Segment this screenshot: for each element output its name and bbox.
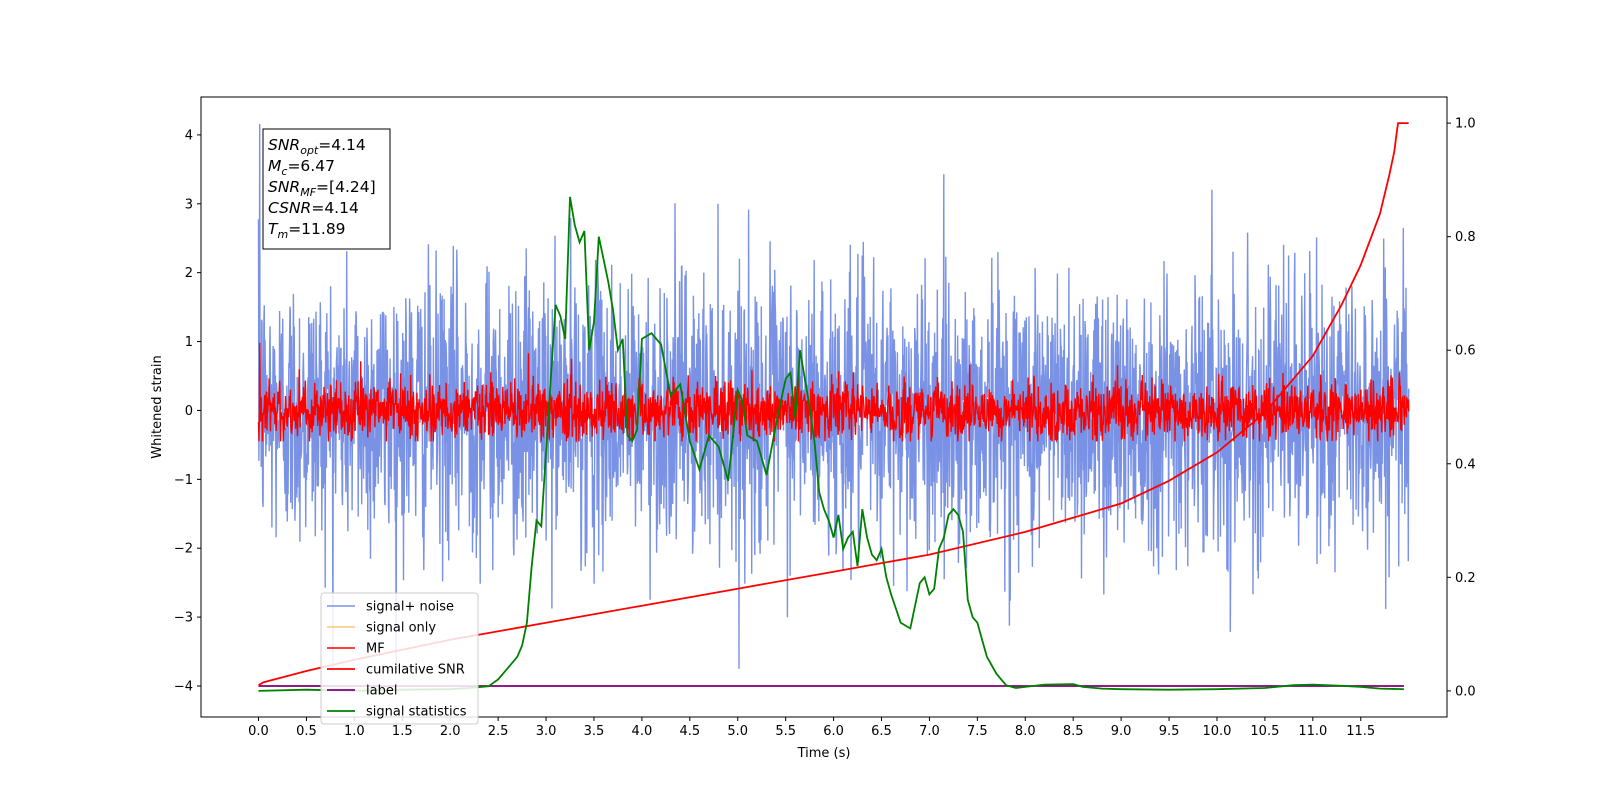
annotation-line: Tm=11.89 bbox=[268, 220, 346, 241]
annotation-value: =6.47 bbox=[287, 157, 335, 175]
y2-tick-label: 0.8 bbox=[1455, 230, 1476, 245]
x-tick-label: 4.0 bbox=[632, 724, 653, 739]
annotation-line: SNRMF=[4.24] bbox=[268, 178, 376, 199]
x-tick-label: 8.5 bbox=[1063, 724, 1084, 739]
x-tick-label: 1.5 bbox=[392, 724, 413, 739]
x-tick-label: 5.0 bbox=[727, 724, 748, 739]
y2-tick-label: 0.6 bbox=[1455, 344, 1476, 359]
annotation-value: =[4.24] bbox=[316, 178, 376, 196]
x-tick-label: 3.5 bbox=[584, 724, 605, 739]
x-axis: 0.0 0.5 1.0 1.5 2.0 2.5 3.0 3.5 4.0 4.5 5.0 5.5 6.0 6… bbox=[248, 717, 1375, 739]
y-tick-label: 1 bbox=[185, 335, 193, 350]
annotation-subscript: c bbox=[281, 165, 287, 178]
y-tick-label: 0 bbox=[185, 404, 193, 419]
annotation-value: =4.14 bbox=[318, 136, 366, 154]
annotation-symbol: SNR bbox=[268, 178, 300, 196]
y-tick-label: −1 bbox=[174, 473, 193, 488]
x-tick-label: 9.5 bbox=[1159, 724, 1180, 739]
x-tick-label: 1.0 bbox=[344, 724, 365, 739]
series-mf-line bbox=[257, 342, 1410, 442]
x-tick-label: 3.0 bbox=[536, 724, 557, 739]
y-tick-label: −2 bbox=[174, 542, 193, 557]
x-tick-label: 7.5 bbox=[967, 724, 988, 739]
x-tick-label: 10.5 bbox=[1250, 724, 1279, 739]
annotation-subscript: m bbox=[277, 228, 288, 241]
annotation-symbol: SNR bbox=[268, 136, 300, 154]
y-axis-right: 0.0 0.2 0.4 0.6 0.8 1.0 bbox=[1447, 117, 1476, 699]
x-tick-label: 0.0 bbox=[248, 724, 269, 739]
y2-tick-label: 0.0 bbox=[1455, 684, 1476, 699]
y2-tick-label: 1.0 bbox=[1455, 117, 1476, 132]
y-tick-label: 2 bbox=[185, 266, 193, 281]
x-tick-label: 9.0 bbox=[1111, 724, 1132, 739]
legend-label: cumilative SNR bbox=[366, 663, 465, 678]
legend-label: signal+ noise bbox=[366, 600, 454, 615]
x-tick-label: 5.5 bbox=[775, 724, 796, 739]
x-tick-label: 0.5 bbox=[296, 724, 317, 739]
annotation-symbol: M bbox=[268, 157, 281, 175]
legend-label: MF bbox=[366, 642, 385, 657]
y-axis-left: −4 −3 −2 −1 0 1 2 3 4 bbox=[174, 128, 201, 695]
legend-frame bbox=[320, 592, 479, 725]
stats-annotation-box: SNRopt=4.14Mc=6.47SNRMF=[4.24]CSNR=4.14T… bbox=[262, 128, 391, 250]
y2-tick-label: 0.4 bbox=[1455, 457, 1476, 472]
x-tick-label: 4.5 bbox=[679, 724, 700, 739]
x-tick-label: 6.0 bbox=[823, 724, 844, 739]
x-tick-label: 10.0 bbox=[1202, 724, 1231, 739]
annotation-frame bbox=[262, 128, 391, 250]
annotation-line: Mc=6.47 bbox=[268, 157, 335, 178]
x-tick-label: 11.0 bbox=[1298, 724, 1327, 739]
y-tick-label: −3 bbox=[174, 611, 193, 626]
plot-frame bbox=[200, 96, 1448, 718]
annotation-symbol: T bbox=[268, 220, 279, 238]
legend-label: label bbox=[366, 684, 397, 699]
x-tick-label: 2.5 bbox=[488, 724, 509, 739]
x-tick-label: 6.5 bbox=[871, 724, 892, 739]
legend: signal+ noise signal only MF cumilative SNR… bbox=[320, 592, 479, 725]
annotation-line: CSNR=4.14 bbox=[268, 199, 359, 217]
series-signal-statistics-line bbox=[258, 196, 1404, 692]
annotation-subscript: MF bbox=[300, 186, 316, 199]
x-tick-label: 11.5 bbox=[1346, 724, 1375, 739]
annotation-symbol: CSNR bbox=[268, 199, 311, 217]
annotation-line: SNRopt=4.14 bbox=[268, 136, 366, 157]
y-tick-label: 3 bbox=[185, 197, 193, 212]
annotation-value: =11.89 bbox=[288, 220, 345, 238]
annotation-value: =4.14 bbox=[311, 199, 359, 217]
x-tick-label: 8.0 bbox=[1015, 724, 1036, 739]
annotation-subscript: opt bbox=[300, 144, 319, 157]
x-axis-label: Time (s) bbox=[797, 746, 851, 761]
y-axis-label: Whitened strain bbox=[150, 355, 165, 458]
y2-tick-label: 0.2 bbox=[1455, 571, 1476, 586]
legend-label: signal only bbox=[366, 621, 436, 636]
x-tick-label: 7.0 bbox=[919, 724, 940, 739]
x-tick-label: 2.0 bbox=[440, 724, 461, 739]
legend-label: signal statistics bbox=[366, 705, 467, 720]
y-tick-label: −4 bbox=[174, 680, 193, 695]
y-tick-label: 4 bbox=[185, 128, 193, 143]
